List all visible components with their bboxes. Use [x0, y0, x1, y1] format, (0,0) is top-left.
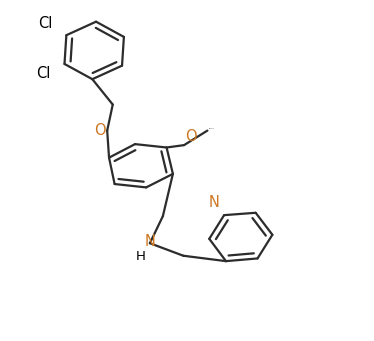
- Text: methoxy: methoxy: [209, 128, 215, 129]
- Text: O: O: [185, 129, 196, 144]
- Text: N: N: [144, 234, 155, 249]
- Text: Cl: Cl: [36, 66, 50, 81]
- Text: Cl: Cl: [39, 16, 53, 31]
- Text: O: O: [94, 123, 105, 138]
- Text: H: H: [136, 250, 145, 263]
- Text: N: N: [209, 195, 220, 210]
